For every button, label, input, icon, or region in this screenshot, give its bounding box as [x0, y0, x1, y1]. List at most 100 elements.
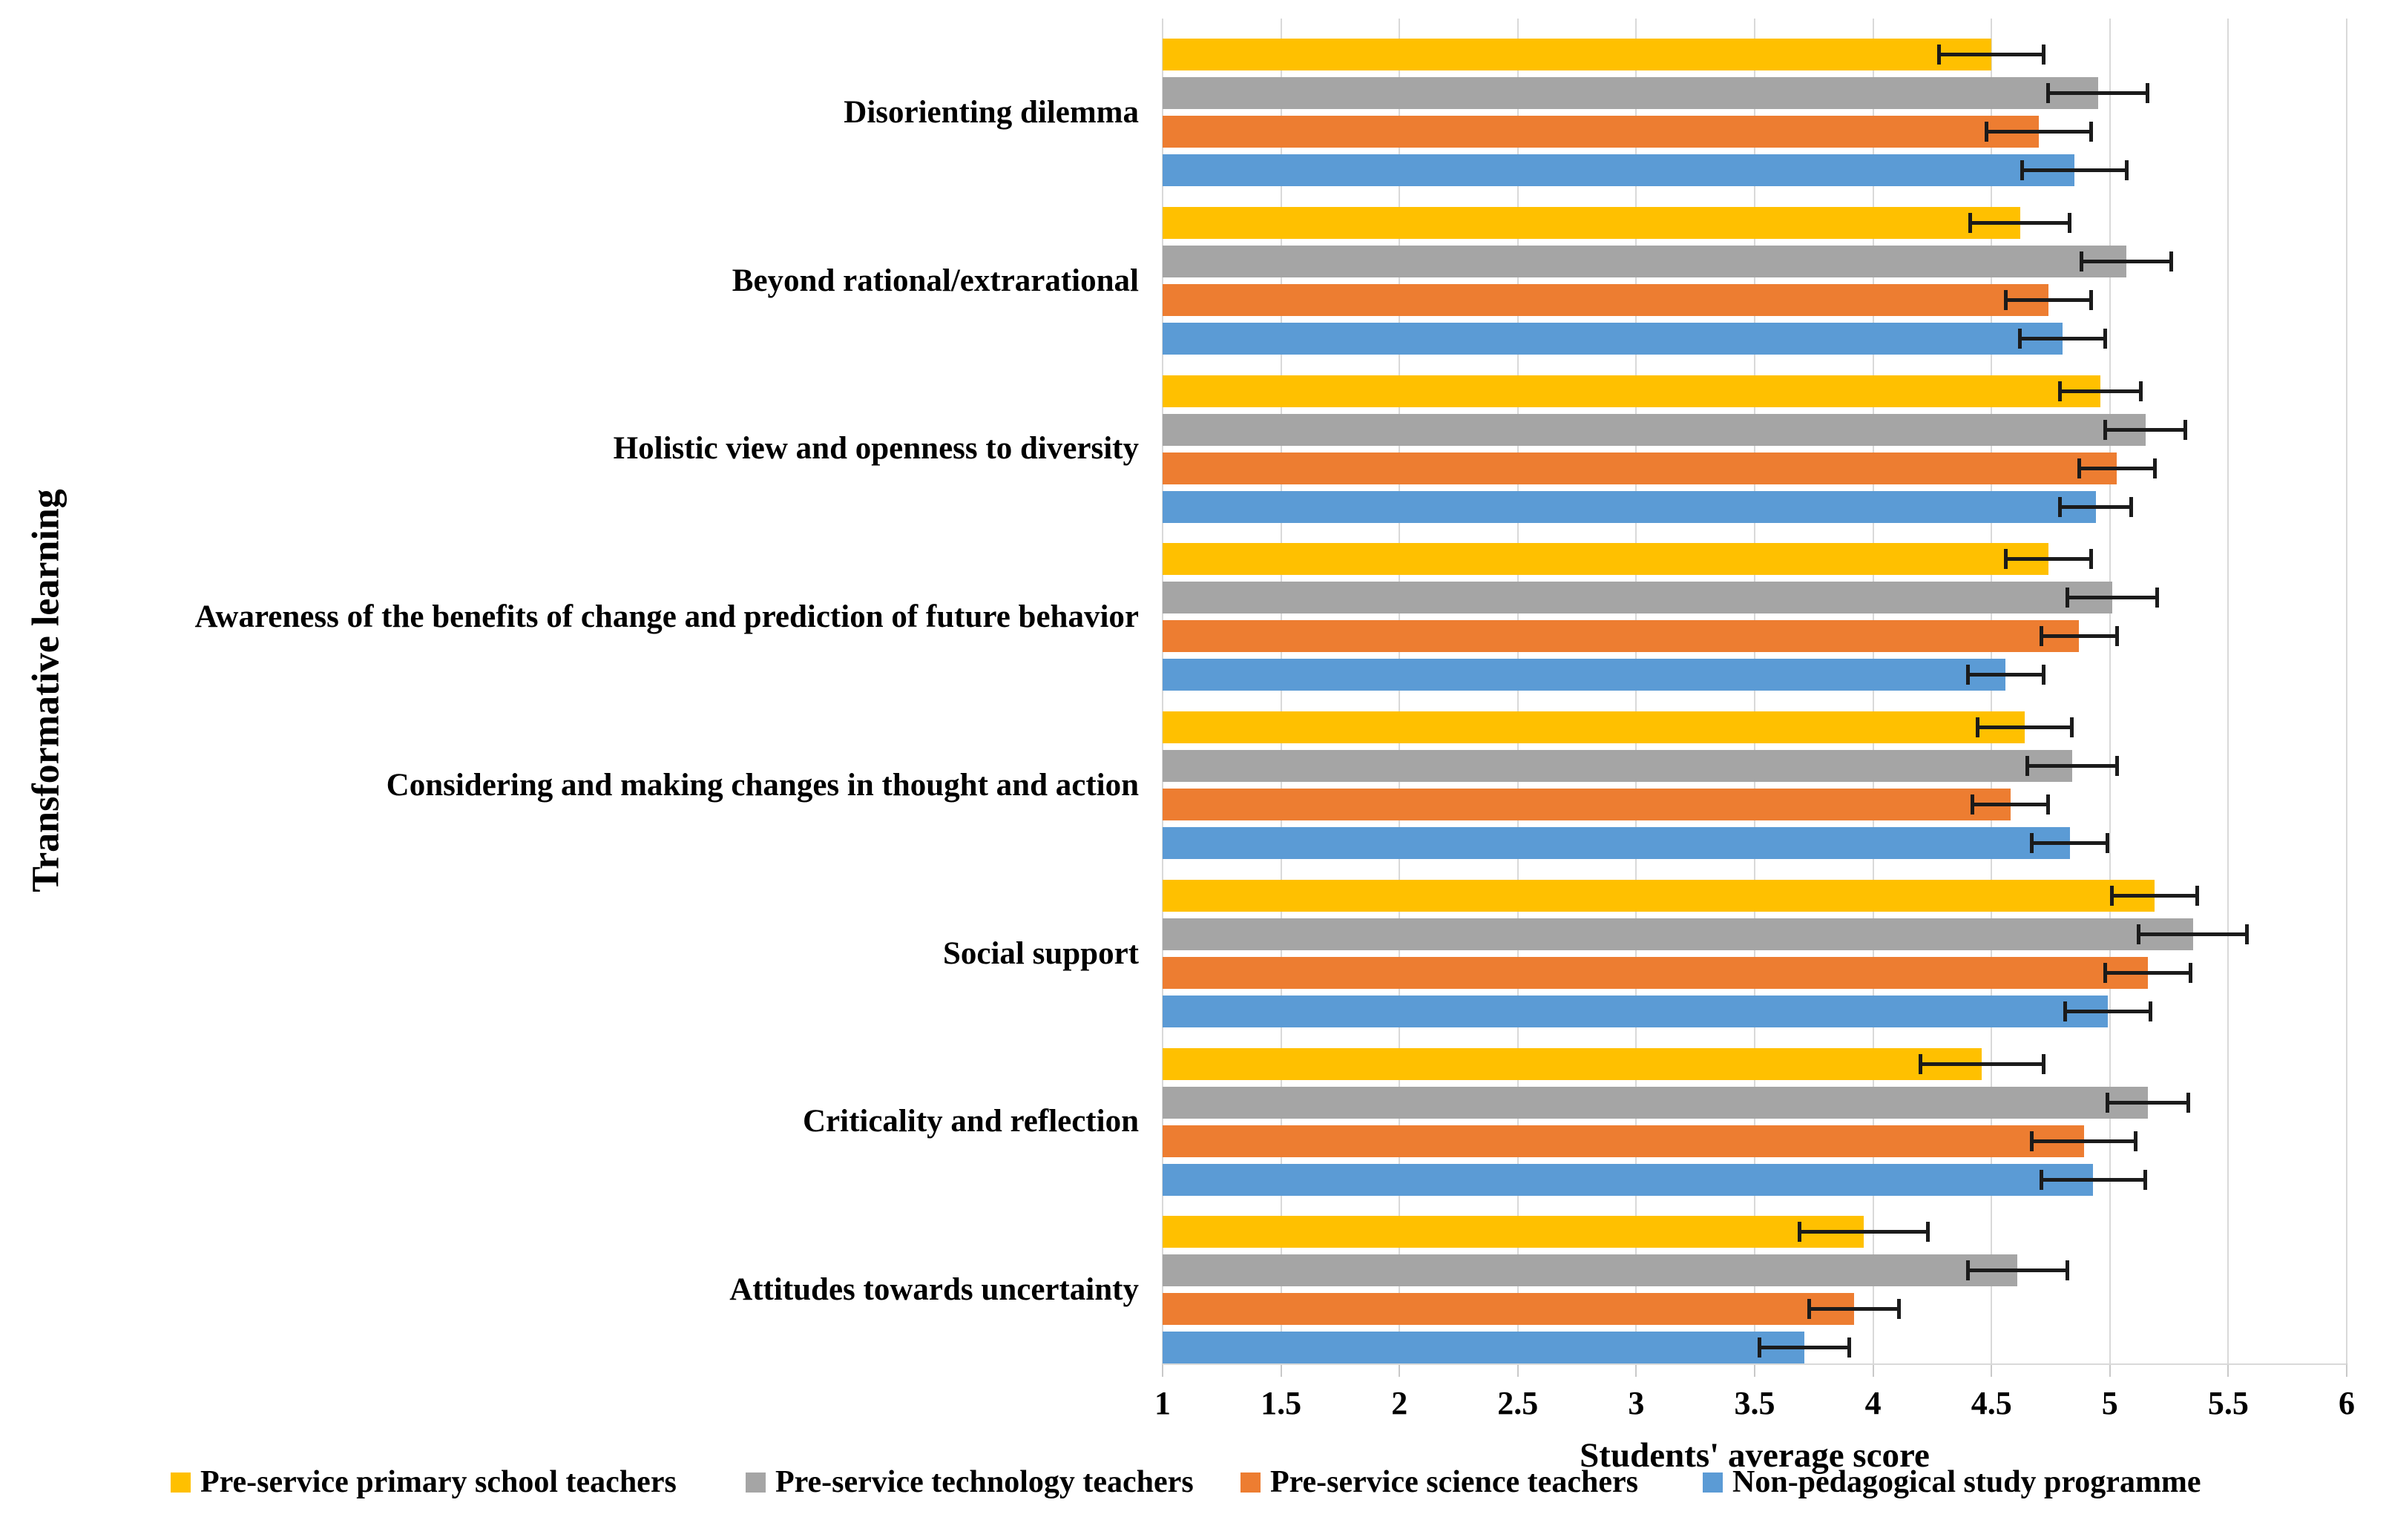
- error-bar: [2112, 893, 2198, 898]
- error-bar: [2081, 259, 2172, 263]
- error-bar-cap: [2106, 833, 2110, 853]
- error-bar: [2031, 1139, 2136, 1143]
- error-bar-cap: [2077, 458, 2081, 478]
- error-bar-cap: [1847, 1337, 1852, 1358]
- axis-tick: [2109, 1363, 2111, 1377]
- error-bar-cap: [2186, 1092, 2190, 1113]
- gridline: [2109, 19, 2111, 1363]
- error-bar: [1968, 1268, 2068, 1273]
- gridline: [1635, 19, 1637, 1363]
- error-bar-cap: [2089, 289, 2093, 310]
- error-bar: [2048, 91, 2148, 95]
- error-bar: [2041, 1177, 2146, 1182]
- bar: [1163, 206, 2020, 239]
- x-tick-label: 3.5: [1734, 1385, 1775, 1421]
- x-tick-label: 3: [1628, 1385, 1645, 1421]
- gridline: [1280, 19, 1282, 1363]
- error-bar-cap: [1925, 1222, 1930, 1243]
- error-bar: [2031, 841, 2108, 845]
- error-bar-cap: [1965, 665, 1970, 685]
- error-bar-cap: [2018, 328, 2022, 349]
- error-bar-cap: [2020, 160, 2025, 180]
- error-bar: [2027, 764, 2117, 768]
- axis-tick: [1635, 1363, 1637, 1377]
- bar: [1163, 452, 2117, 484]
- error-bar: [1809, 1307, 1899, 1312]
- error-bar: [2105, 427, 2186, 432]
- error-bar-cap: [2070, 717, 2074, 737]
- bar: [1163, 582, 2112, 614]
- error-bar-cap: [2152, 458, 2157, 478]
- error-bar-cap: [1897, 1299, 1902, 1320]
- error-bar-cap: [2025, 756, 2029, 776]
- bar: [1163, 620, 2080, 653]
- bar: [1163, 750, 2072, 782]
- error-bar-cap: [2146, 83, 2150, 103]
- bar: [1163, 1332, 1805, 1364]
- gridline: [1162, 19, 1163, 1363]
- category-label: Social support: [942, 935, 1139, 971]
- bar: [1163, 283, 2048, 316]
- error-bar-cap: [2138, 381, 2143, 401]
- gridline: [1399, 19, 1401, 1363]
- error-bar: [1920, 1062, 2044, 1066]
- x-axis-line: [1163, 1363, 2347, 1365]
- error-bar-cap: [2106, 1092, 2110, 1113]
- error-bar-cap: [2029, 1131, 2034, 1151]
- legend-swatch: [746, 1472, 766, 1493]
- error-bar-cap: [1807, 1299, 1811, 1320]
- category-label: Holistic view and openness to diversity: [613, 431, 1139, 467]
- error-bar-cap: [2136, 924, 2140, 944]
- axis-tick: [1399, 1363, 1401, 1377]
- axis-tick: [2227, 1363, 2229, 1377]
- x-axis-title: Students' average score: [1580, 1436, 1930, 1475]
- bar: [1163, 1216, 1864, 1248]
- gridline: [1872, 19, 1874, 1363]
- error-bar-cap: [2114, 756, 2119, 776]
- bar: [1163, 1086, 2148, 1119]
- error-bar: [1986, 130, 2091, 134]
- error-bar-cap: [2129, 496, 2134, 517]
- error-bar-cap: [2041, 1053, 2045, 1074]
- error-bar-cap: [1985, 122, 1989, 142]
- gridline: [2227, 19, 2229, 1363]
- bar: [1163, 322, 2063, 355]
- error-bar-cap: [2183, 419, 2188, 440]
- error-bar: [1799, 1230, 1928, 1234]
- error-bar: [1759, 1346, 1850, 1350]
- category-label: Criticality and reflection: [803, 1104, 1139, 1139]
- legend-swatch: [171, 1472, 191, 1493]
- error-bar-cap: [2114, 626, 2119, 647]
- bar: [1163, 490, 2096, 523]
- error-bar-cap: [2046, 794, 2051, 815]
- x-tick-label: 4.5: [1971, 1385, 2012, 1421]
- error-bar: [1968, 673, 2044, 677]
- bar: [1163, 1254, 2018, 1287]
- gridline: [1754, 19, 1755, 1363]
- legend-item: Non-pedagogical study programme: [1703, 1465, 2201, 1499]
- error-bar-cap: [2103, 962, 2107, 983]
- error-bar: [2060, 504, 2132, 509]
- bar: [1163, 827, 2070, 859]
- error-bar-cap: [2039, 1169, 2043, 1190]
- legend-label: Pre-service science teachers: [1270, 1465, 1638, 1499]
- error-bar: [2065, 1009, 2151, 1013]
- category-label: Awareness of the benefits of change and …: [194, 599, 1139, 635]
- x-tick-label: 4: [1864, 1385, 1882, 1421]
- bar: [1163, 39, 1992, 70]
- axis-tick: [1516, 1363, 1519, 1377]
- category-label: Attitudes towards uncertainty: [729, 1272, 1139, 1308]
- error-bar-cap: [2003, 289, 2008, 310]
- bar: [1163, 659, 2006, 691]
- error-bar: [1977, 725, 2072, 729]
- axis-tick: [1754, 1363, 1755, 1377]
- axis-tick: [1872, 1363, 1874, 1377]
- error-bar-cap: [2079, 251, 2083, 272]
- error-bar-cap: [2148, 1001, 2152, 1021]
- error-bar-cap: [2063, 1001, 2067, 1021]
- error-bar: [2005, 557, 2091, 562]
- gridline: [2346, 19, 2347, 1363]
- error-bar-cap: [2058, 496, 2063, 517]
- x-tick-label: 2.5: [1497, 1385, 1539, 1421]
